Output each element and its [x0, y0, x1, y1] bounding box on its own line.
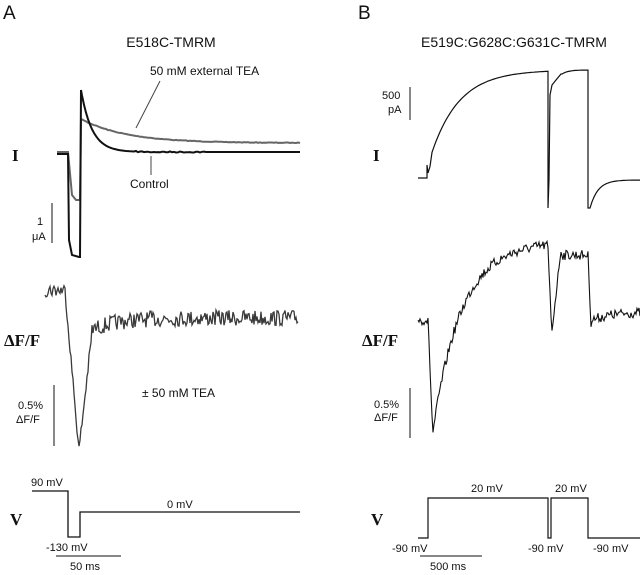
panel-a-voltage-step-label: -130 mV — [46, 542, 88, 554]
panel-a-row-label-voltage: V — [10, 510, 23, 529]
panel-a-control-current-trace — [57, 89, 300, 258]
panel-b-current-trace — [418, 69, 640, 209]
panel-b-row-label-current: I — [373, 146, 380, 165]
panel-b-current-scale-value: 500 — [382, 90, 400, 102]
panel-a-time-scale-label: 50 ms — [70, 561, 100, 573]
panel-a-letter: A — [3, 3, 16, 24]
panel-b-row-label-fluorescence: ΔF/F — [362, 331, 398, 350]
panel-a-current-scale-value: 1 — [37, 216, 43, 228]
panel-a-voltage-hold-label: 90 mV — [31, 477, 63, 489]
panel-a-tea-pointer — [135, 80, 161, 129]
panel-a-voltage-test-label: 0 mV — [167, 499, 193, 511]
panel-b-title: E519C:G628C:G631C-TMRM — [421, 34, 607, 50]
panel-b-time-scale-label: 500 ms — [430, 561, 467, 573]
panel-b-fluor-scale-unit: ΔF/F — [374, 412, 398, 424]
panel-b-fluor-scale-value: 0.5% — [374, 399, 399, 411]
panel-b-voltage-step2-label: 20 mV — [555, 483, 587, 495]
panel-b-voltage-protocol — [418, 497, 640, 539]
panel-b-row-label-voltage: V — [371, 510, 384, 529]
panel-b-voltage-hold2-label: -90 mV — [528, 543, 564, 555]
panel-b-voltage-step1-label: 20 mV — [471, 483, 503, 495]
panel-b-letter: B — [358, 3, 371, 24]
panel-a-current-scale-unit: μA — [32, 231, 46, 243]
panel-b-fluorescence-trace — [417, 239, 640, 433]
panel-a-fluorescence-trace — [44, 283, 299, 447]
panel-a-control-annotation: Control — [130, 177, 169, 191]
panel-b-voltage-hold1-label: -90 mV — [392, 543, 428, 555]
panel-a-fluor-scale-value: 0.5% — [18, 400, 43, 412]
panel-a-row-label-current: I — [12, 146, 19, 165]
panel-b-voltage-hold3-label: -90 mV — [593, 543, 629, 555]
panel-a-fluor-annotation: ± 50 mM TEA — [142, 386, 215, 400]
panel-a-voltage-protocol — [32, 490, 300, 538]
panel-a-title: E518C-TMRM — [126, 34, 215, 50]
panel-a-tea-current-trace — [57, 118, 301, 201]
panel-b-current-scale-unit: pA — [388, 104, 402, 116]
panel-a-fluor-scale-unit: ΔF/F — [16, 414, 40, 426]
panel-a-tea-annotation: 50 mM external TEA — [150, 64, 259, 78]
panel-a-row-label-fluorescence: ΔF/F — [4, 331, 40, 350]
